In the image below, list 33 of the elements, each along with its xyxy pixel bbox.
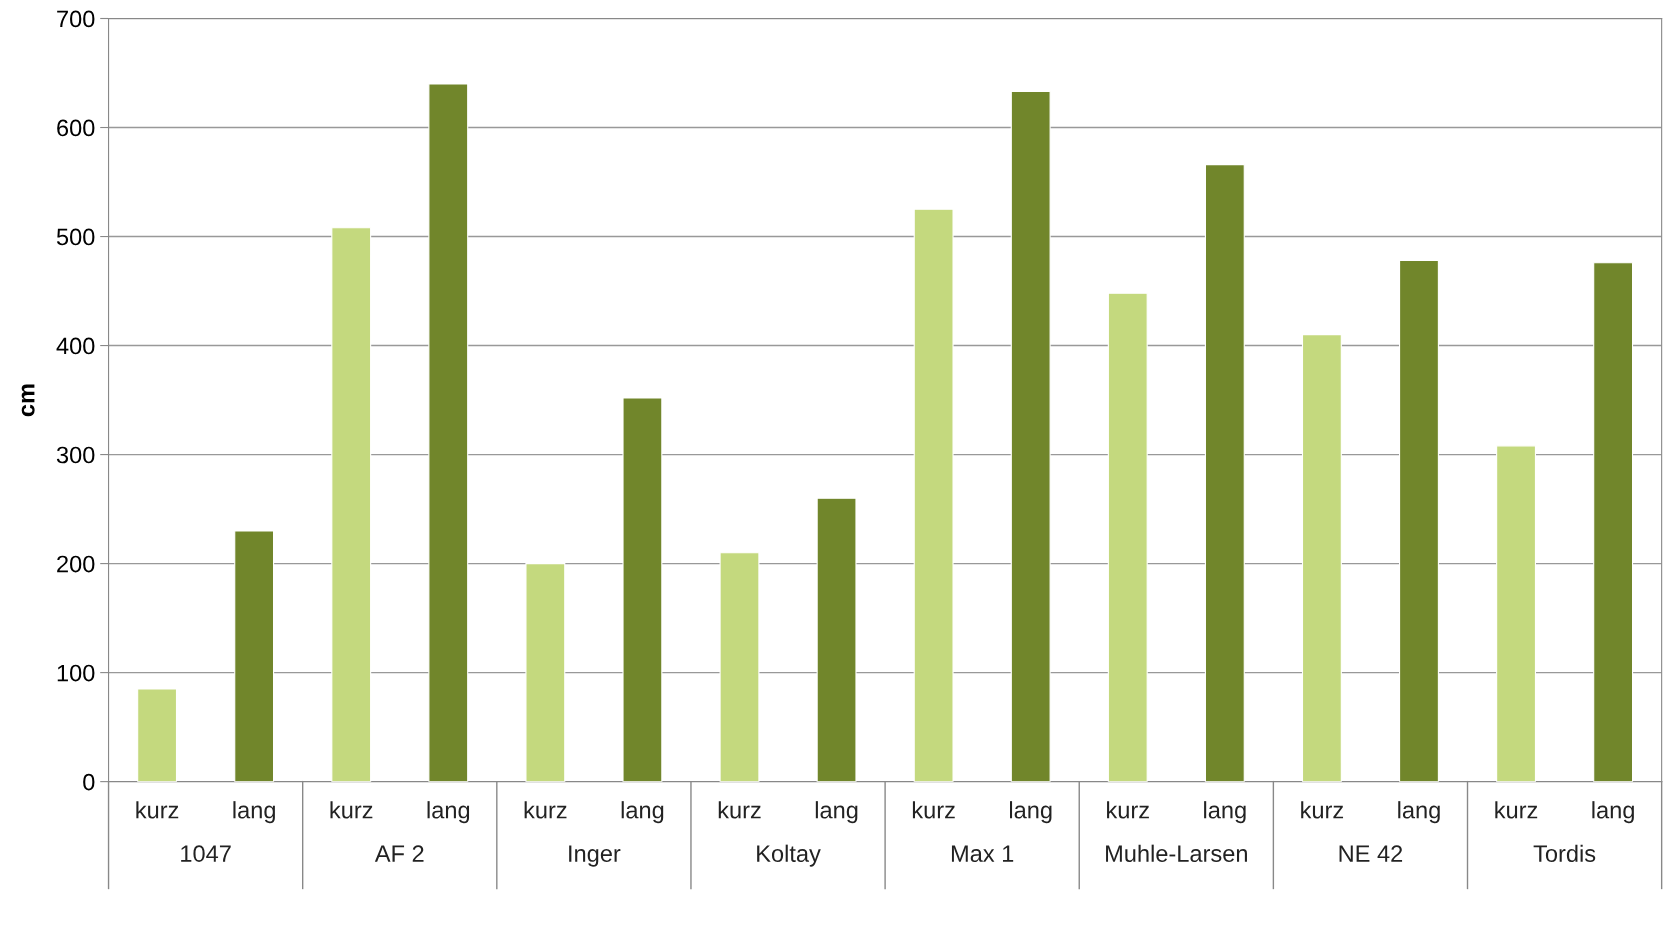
y-tick-label: 600: [57, 119, 95, 137]
y-tick-label: 500: [56, 228, 95, 246]
x-tick-label: 1047: [181, 845, 231, 862]
x-tick-label: NE 42: [1339, 845, 1403, 862]
text: lang: [427, 801, 470, 824]
text: lang: [621, 801, 664, 824]
text: lang: [233, 801, 275, 824]
text: kurz: [136, 801, 179, 819]
y-tick-label: 100: [57, 664, 95, 682]
text: kurz: [912, 801, 955, 819]
y-axis-title: cm: [21, 384, 35, 417]
x-tick-label: Inger: [569, 845, 621, 867]
x-tick-label: Koltay: [757, 844, 821, 867]
text: lang: [1204, 801, 1246, 824]
series-label: lang: [1592, 801, 1634, 824]
text: lang: [1009, 801, 1052, 824]
text: kurz: [524, 801, 567, 819]
text: lang: [1398, 801, 1440, 824]
x-tick-label: Muhle-Larsen: [1106, 844, 1247, 862]
x-tick-label: AF 2: [374, 845, 424, 862]
y-tick-label: 700: [57, 10, 95, 28]
text: lang: [815, 801, 858, 824]
text: kurz: [330, 801, 373, 819]
y-tick-label: 200: [57, 555, 95, 573]
y-tick-label: 400: [56, 337, 95, 355]
y-tick-label: 0: [83, 773, 95, 791]
x-tick-label: Tordis: [1533, 844, 1596, 862]
series-label: kurz: [718, 801, 761, 819]
text: kurz: [1107, 801, 1149, 819]
text: kurz: [1495, 801, 1538, 819]
x-tick-label: Max 1: [951, 845, 1014, 862]
y-tick-label: 300: [56, 446, 95, 464]
text: kurz: [1301, 801, 1344, 819]
